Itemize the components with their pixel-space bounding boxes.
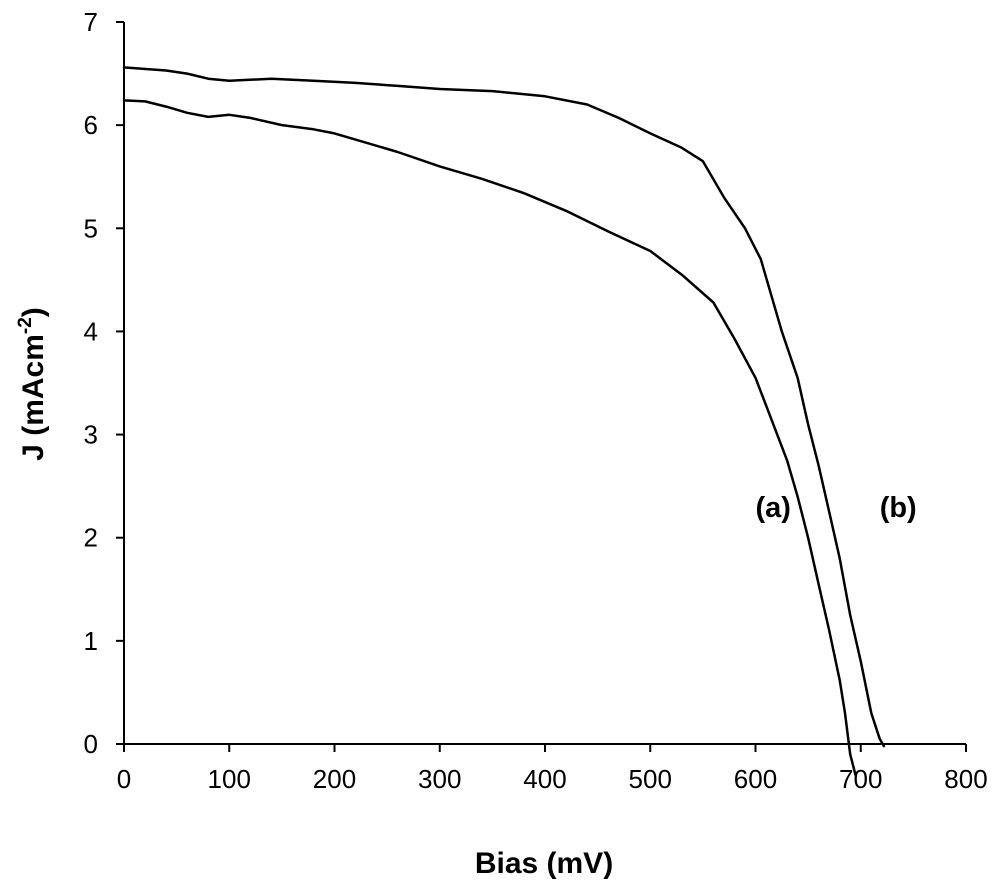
y-axis-title-sup: -2 (15, 317, 36, 334)
series-layer (122, 66, 886, 777)
y-ticks: 0 1 2 3 4 5 6 7 (84, 7, 124, 759)
y-axis-title: J (mAcm-2) (15, 307, 50, 461)
x-tick-label: 800 (944, 764, 987, 794)
x-tick-label: 100 (208, 764, 251, 794)
y-axis-title-close: ) (17, 307, 50, 317)
y-axis-title-main: J (mAcm (17, 334, 50, 461)
x-ticks: 0 100 200 300 400 500 600 700 800 (117, 744, 988, 794)
series-line-b (122, 66, 886, 748)
x-tick-label: 500 (629, 764, 672, 794)
y-tick-label: 3 (84, 420, 98, 450)
y-tick-label: 5 (84, 213, 98, 243)
x-axis-title: Bias (mV) (475, 847, 613, 880)
x-tick-label: 600 (734, 764, 777, 794)
x-tick-label: 300 (418, 764, 461, 794)
curve-label-b: (b) (880, 492, 917, 524)
series-line-a (122, 99, 857, 777)
curve-label-a: (a) (756, 492, 791, 524)
x-tick-label: 700 (839, 764, 882, 794)
y-tick-label: 1 (84, 626, 98, 656)
y-tick-label: 6 (84, 110, 98, 140)
y-tick-label: 2 (84, 523, 98, 553)
x-tick-label: 0 (117, 764, 131, 794)
x-tick-label: 200 (313, 764, 356, 794)
y-tick-label: 7 (84, 7, 98, 37)
annotations: (a) (b) (756, 492, 917, 524)
y-tick-label: 0 (84, 729, 98, 759)
axes (123, 22, 966, 745)
y-tick-label: 4 (84, 316, 98, 346)
x-tick-label: 400 (523, 764, 566, 794)
